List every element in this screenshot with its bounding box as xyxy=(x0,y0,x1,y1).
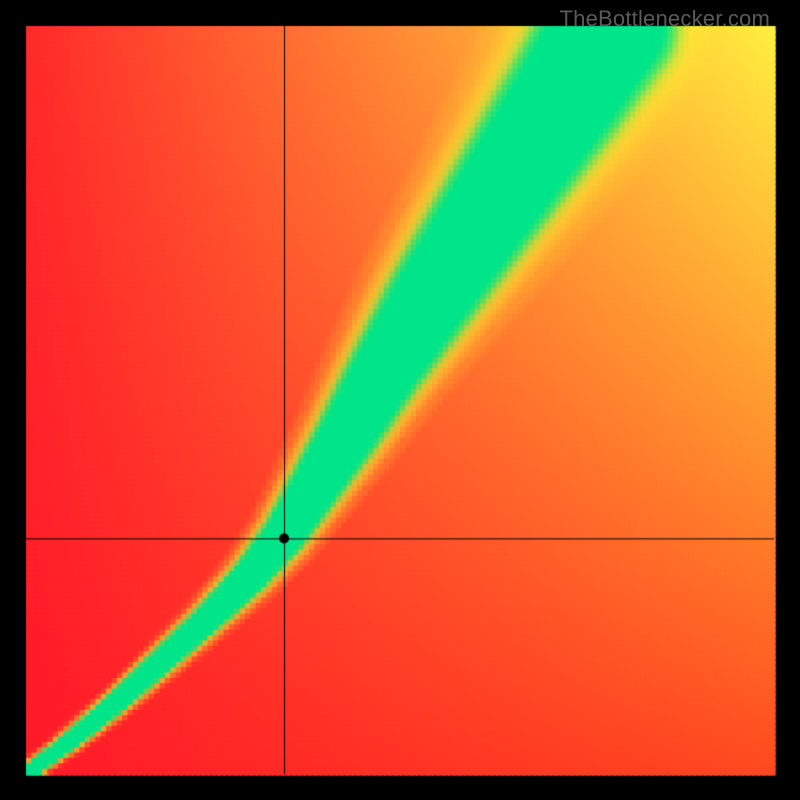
chart-container: TheBottlenecker.com xyxy=(0,0,800,800)
watermark-text: TheBottlenecker.com xyxy=(560,6,770,32)
heatmap-canvas xyxy=(0,0,800,800)
